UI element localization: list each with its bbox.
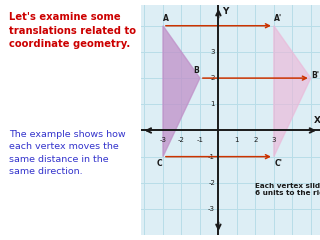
Text: C: C — [156, 159, 162, 168]
Text: A': A' — [274, 14, 282, 23]
Text: B': B' — [312, 71, 320, 80]
Text: Each vertex slides
6 units to the right.: Each vertex slides 6 units to the right. — [255, 183, 320, 196]
Text: 2: 2 — [253, 137, 258, 143]
Text: Let's examine some
translations related to
coordinate geometry.: Let's examine some translations related … — [9, 12, 136, 49]
Text: 1: 1 — [211, 101, 215, 107]
Text: B: B — [193, 66, 199, 76]
Text: C': C' — [275, 159, 283, 168]
Text: -1: -1 — [196, 137, 204, 143]
Polygon shape — [163, 26, 200, 157]
Text: A: A — [163, 14, 169, 23]
Text: 3: 3 — [272, 137, 276, 143]
Text: 2: 2 — [211, 75, 215, 81]
Text: Y: Y — [222, 7, 228, 16]
Text: 1: 1 — [235, 137, 239, 143]
Text: -2: -2 — [178, 137, 185, 143]
Text: -3: -3 — [159, 137, 166, 143]
Text: -3: -3 — [208, 206, 215, 212]
Text: The example shows how
each vertex moves the
same distance in the
same direction.: The example shows how each vertex moves … — [9, 130, 125, 176]
Polygon shape — [274, 26, 311, 157]
Text: X: X — [314, 116, 320, 125]
Text: -2: -2 — [208, 180, 215, 186]
Text: 3: 3 — [211, 49, 215, 55]
Text: -1: -1 — [208, 154, 215, 160]
